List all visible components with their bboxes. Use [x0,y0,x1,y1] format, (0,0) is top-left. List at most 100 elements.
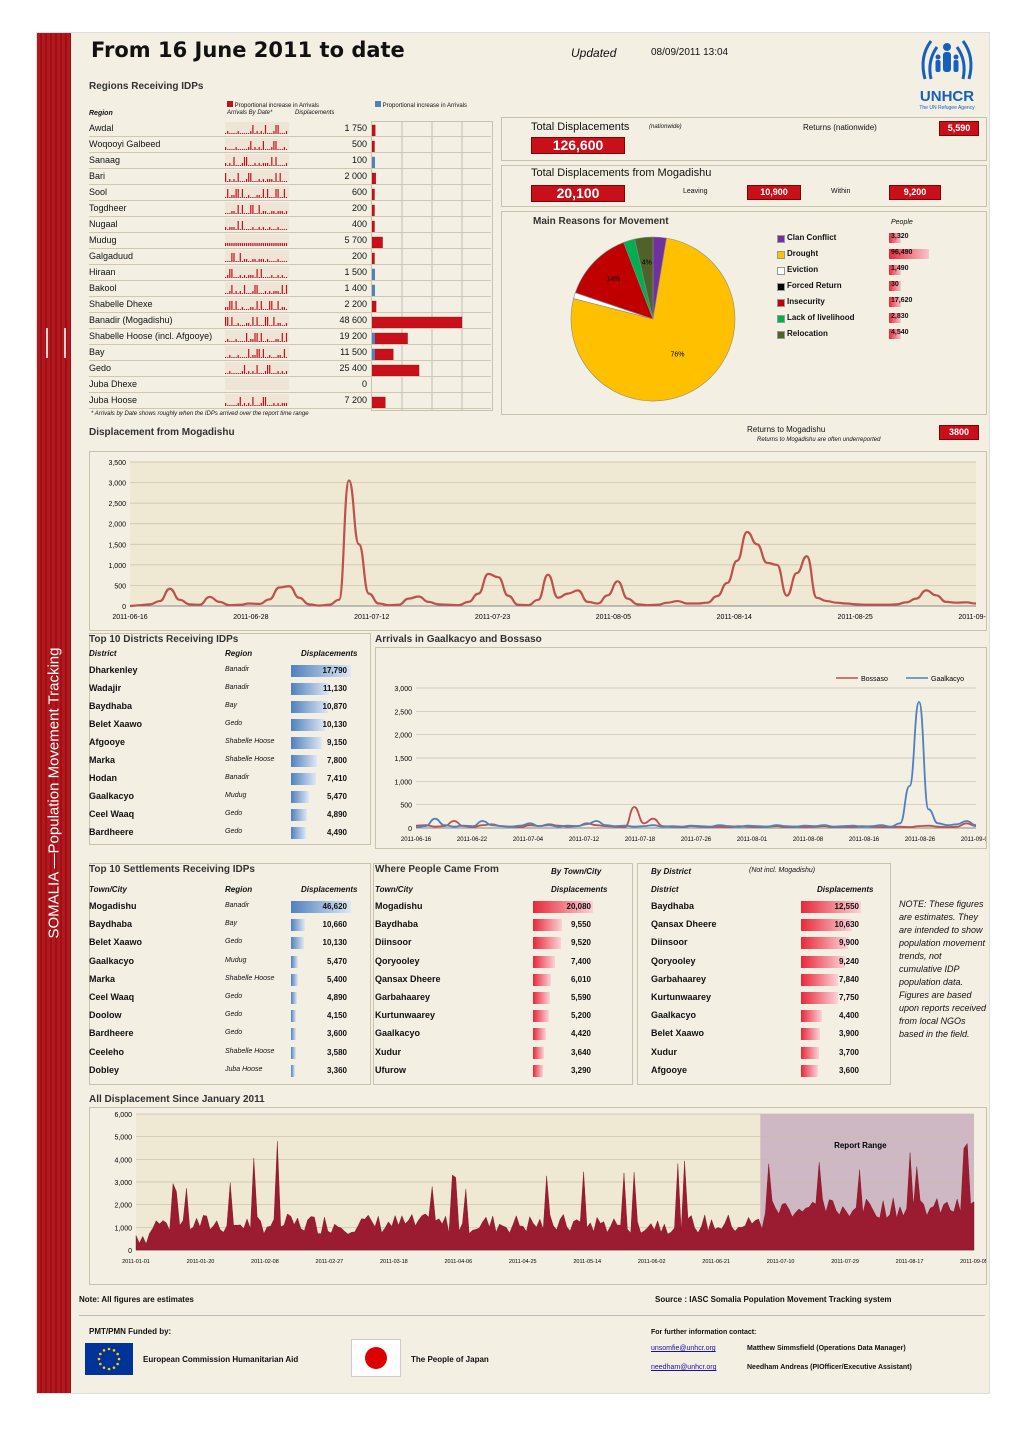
list-name: Gaalkacyo [651,1010,697,1021]
sparkline-bar [275,339,277,342]
sparkline-bar [277,211,279,214]
region-value: 100 [351,155,367,165]
sparkline-bar [252,149,254,150]
sparkline-bar [231,181,233,182]
sparkline-bar [262,259,264,262]
sparkline-bar [279,149,281,150]
x-tick-label: 2011-01-20 [187,1259,215,1265]
sparkline-bar [233,309,235,310]
sparkline-bar [250,165,252,166]
region-row: Shabelle Dhexe 2 200 [89,297,491,313]
legend-value: 30 [891,281,899,288]
sparkline-bar [246,293,248,294]
mog-value: 20,100 [531,185,625,202]
sparkline-bar [262,293,264,294]
list-value: 3,640 [570,1047,591,1057]
region-row: Mudug 5 700 [89,233,491,249]
list-name: Bardheere [89,827,134,837]
sparkline-bar [273,317,275,326]
sparkline-bar [277,371,279,374]
sparkline-bar [243,259,246,262]
sparkline-bar [237,403,239,406]
sparkline-bar [262,189,264,198]
list-region: Gedo [225,828,243,835]
x-tick-label: 2011-08-16 [849,837,880,843]
legend-label: Clan Conflict [787,233,837,242]
list-value-bar [801,973,839,986]
sparkline-bar [269,341,271,342]
sparkline-bar [254,285,256,294]
ts-col-town: Town/City [89,885,127,894]
sparkline-bar [281,211,283,214]
col-region: Region [89,110,113,117]
sparkline-bar [269,197,271,198]
list-name: Garbahaarey [651,973,707,984]
sparkline-bar [231,227,233,230]
sparkline-bar [256,131,258,134]
sparkline-bar [227,229,229,230]
sparkline-bar [248,133,250,134]
mogadishu-line-chart: 0 500 1,000 1,500 2,000 2,500 3,000 3,500 2011-0… [108,460,993,621]
origins-district-note: (Not incl. Mogadishu) [749,867,816,874]
list-name: Ceeleho [89,1046,125,1057]
sparkline-bar [256,365,258,374]
sparkline-bar [233,293,235,294]
legend-increase: Proportional increase in Arrivals [375,101,467,109]
sparkline-bar [285,149,288,150]
sparkline-bar [248,195,250,198]
region-name: Bay [89,347,105,357]
sparkline-bar [248,261,250,262]
sparkline-bar [246,179,248,182]
sparkline-bar [256,405,258,406]
x-tick-label: 2011-06-28 [233,614,268,621]
regions-bar-panel [371,121,493,411]
region-name: Bari [89,171,106,181]
legend-arrivals-label: Proportional increase in Arrivals [234,103,320,109]
sparkline-bar [269,355,271,358]
region-name: Shabelle Hoose (incl. Afgooye) [89,331,213,341]
contact-email-1[interactable]: unsomfie@unhcr.org [651,1345,716,1352]
sparkline-bar [225,403,227,406]
sparkline-bar [275,173,277,182]
list-value: 17,790 [322,666,347,675]
all-displacement-area-chart: 0 1,000 2,000 3,000 4,000 5,000 6,000 2011-01-0… [114,1112,987,1265]
list-value: 5,400 [326,974,347,984]
sparkline-bar [231,149,233,150]
list-region: Banadir [225,666,250,673]
sparkline-bar [243,133,246,134]
sparkline-bar [281,333,283,342]
sparkline-bar [243,275,246,278]
sparkline-bar [275,405,277,406]
region-increase-bar [372,285,375,296]
sparkline-bar [252,317,254,326]
list-region: Mudug [225,792,247,799]
logo-name: UNHCR [919,88,975,105]
list-value: 9,550 [570,920,591,930]
regions-bar-chart [371,122,463,410]
list-value-bar [291,791,310,803]
contact-email-2[interactable]: needham@unhcr.org [651,1364,717,1371]
sparkline-bar [229,163,231,166]
sparkline-bar [231,253,233,262]
pie-pct-label: 76% [671,352,685,359]
sparkline-bar [241,307,243,310]
sparkline-bar [269,213,271,214]
returns-mog-label: Returns to Mogadishu [747,425,826,434]
list-value-bar [291,809,308,821]
region-value: 25 400 [339,363,367,373]
sparkline-bar [239,341,241,342]
list-name: Mogadishu [375,901,423,911]
region-increase-bar [372,349,375,360]
sparkline-bar [254,147,256,150]
sparkline-bar [235,181,237,182]
sparkline-bar [285,261,288,262]
sparkline-bar [285,357,288,358]
list-region: Gedo [225,720,243,727]
legend-arrivals: Proportional increase in Arrivals [227,101,319,109]
sparkline-bar [256,149,258,150]
eu-star [107,1367,111,1371]
sparkline-bar [267,309,269,310]
col-displacements: Displacements [295,110,335,116]
list-name: Afgooye [651,1064,687,1075]
sparkline-bar [227,261,229,262]
